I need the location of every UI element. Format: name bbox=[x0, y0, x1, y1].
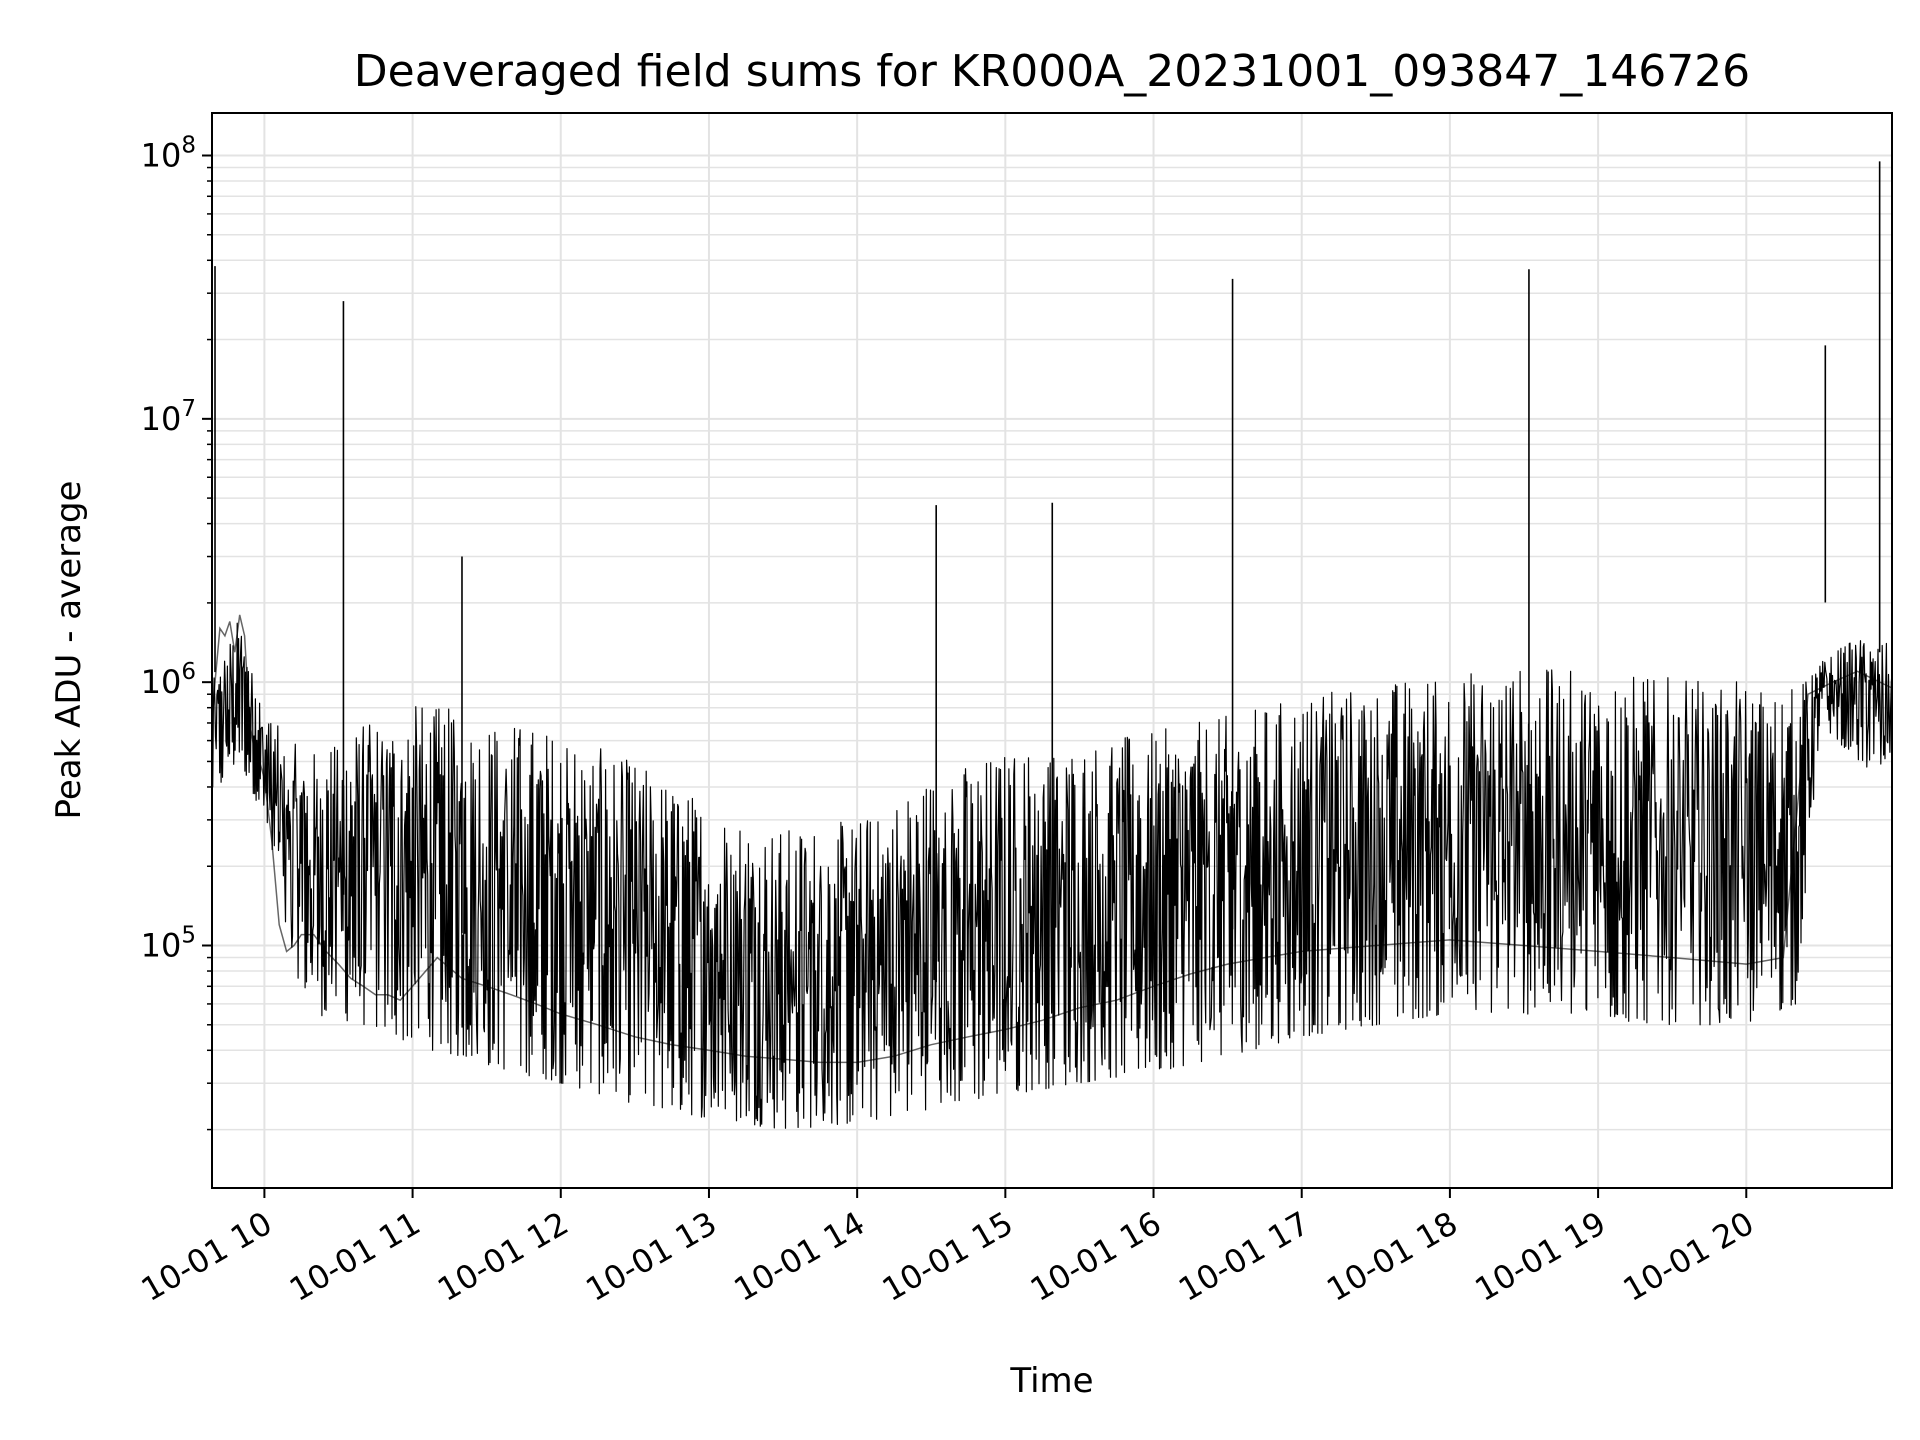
trend-line bbox=[211, 614, 1893, 1064]
plot-frame bbox=[211, 112, 1893, 1189]
y-tick-label: 108 bbox=[141, 132, 196, 174]
y-tick-label: 107 bbox=[141, 396, 196, 438]
y-axis-label: Peak ADU - average bbox=[49, 481, 89, 820]
y-tick-label: 106 bbox=[141, 659, 196, 701]
x-axis-label: Time bbox=[1009, 1361, 1093, 1401]
series-line bbox=[211, 161, 1893, 1129]
chart-title: Deaveraged field sums for KR000A_2023100… bbox=[354, 46, 1750, 97]
y-tick-label: 105 bbox=[141, 923, 196, 965]
